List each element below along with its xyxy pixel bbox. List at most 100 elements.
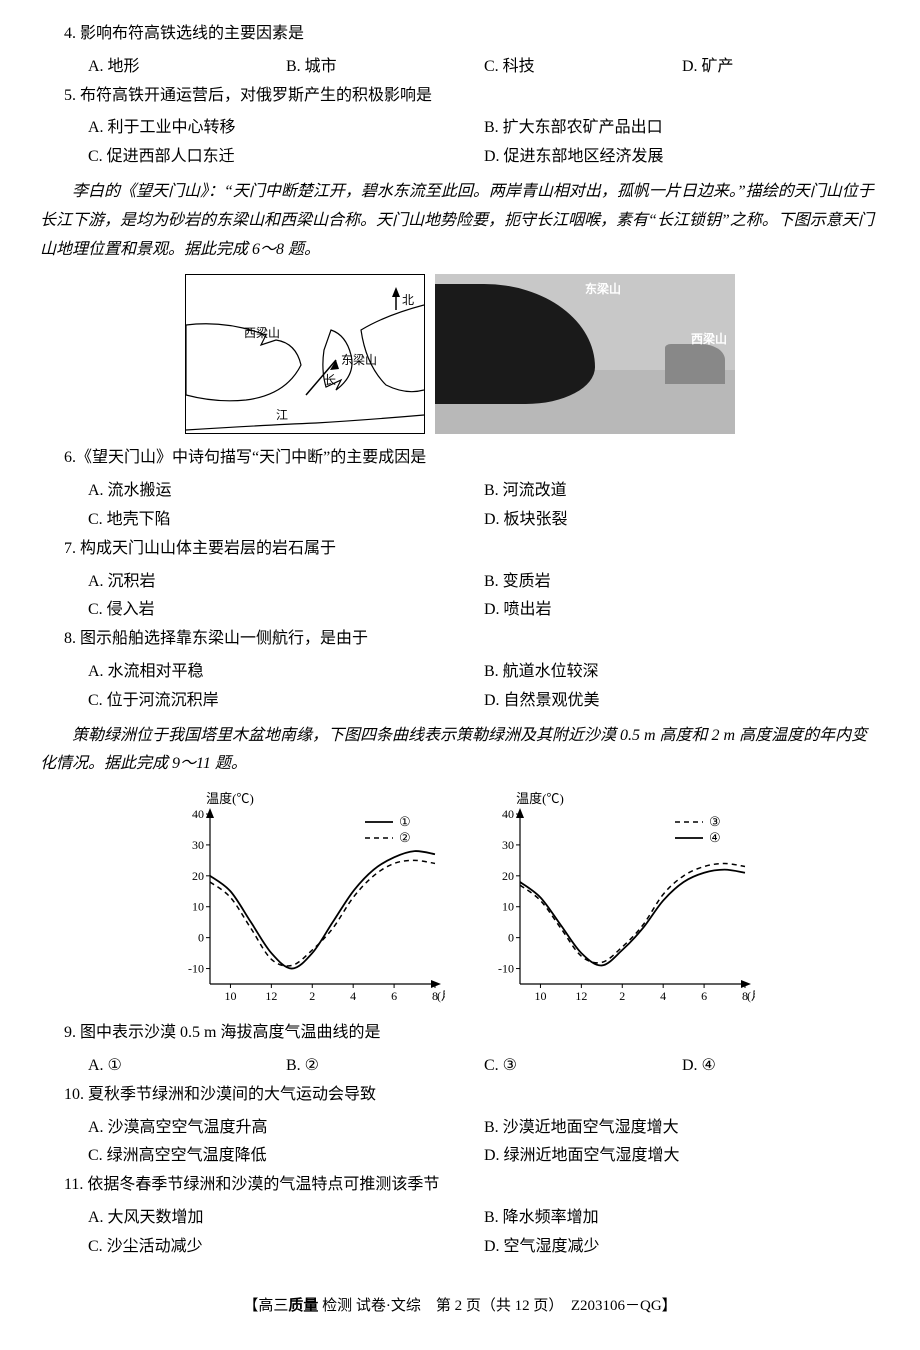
passage-2: 策勒绿洲位于我国塔里木盆地南缘，下图四条曲线表示策勒绿洲及其附近沙漠 0.5 m…: [40, 722, 880, 780]
chart-right: 温度(℃)-1001020304010122468(月)③④: [475, 789, 755, 1009]
footer-prefix: 【高三: [243, 1298, 288, 1314]
svg-text:10: 10: [502, 900, 514, 914]
map-label-chang: 长: [324, 370, 336, 392]
q5-options-ab: A. 利于工业中心转移 B. 扩大东部农矿产品出口: [40, 114, 880, 143]
q7-options-cd: C. 侵入岩 D. 喷出岩: [40, 596, 880, 625]
svg-text:6: 6: [391, 989, 397, 1003]
chart-row: 温度(℃)-1001020304010122468(月)①② 温度(℃)-100…: [40, 789, 880, 1009]
chart-left: 温度(℃)-1001020304010122468(月)①②: [165, 789, 445, 1009]
q4-options: A. 地形 B. 城市 C. 科技 D. 矿产: [40, 53, 880, 82]
q6-opt-a: A. 流水搬运: [88, 477, 484, 506]
question-11: 11. 依据冬春季节绿洲和沙漠的气温特点可推测该季节: [40, 1171, 880, 1200]
svg-text:6: 6: [701, 989, 707, 1003]
svg-text:2: 2: [619, 989, 625, 1003]
q10-options-cd: C. 绿洲高空空气温度降低 D. 绿洲近地面空气湿度增大: [40, 1142, 880, 1171]
q8-opt-d: D. 自然景观优美: [484, 687, 880, 716]
passage-1: 李白的《望天门山》：“天门中断楚江开，碧水东流至此回。两岸青山相对出，孤帆一片日…: [40, 178, 880, 264]
q8-options-ab: A. 水流相对平稳 B. 航道水位较深: [40, 658, 880, 687]
q9-options: A. ① B. ② C. ③ D. ④: [40, 1052, 880, 1081]
q6-opt-c: C. 地壳下陷: [88, 506, 484, 535]
q5-options-cd: C. 促进西部人口东迁 D. 促进东部地区经济发展: [40, 143, 880, 172]
question-9: 9. 图中表示沙漠 0.5 m 海拔高度气温曲线的是: [40, 1019, 880, 1048]
q7-opt-a: A. 沉积岩: [88, 568, 484, 597]
page-footer: 【高三质量 检测 试卷·文综 第 2 页（共 12 页） Z203106－QG】: [40, 1292, 880, 1320]
q6-options-ab: A. 流水搬运 B. 河流改道: [40, 477, 880, 506]
svg-text:温度(℃): 温度(℃): [516, 791, 564, 806]
q7-opt-c: C. 侵入岩: [88, 596, 484, 625]
svg-text:0: 0: [198, 931, 204, 945]
q9-opt-d: D. ④: [682, 1052, 880, 1081]
q4-opt-a: A. 地形: [88, 53, 286, 82]
q9-opt-c: C. ③: [484, 1052, 682, 1081]
question-6: 6.《望天门山》中诗句描写“天门中断”的主要成因是: [40, 444, 880, 473]
q11-opt-a: A. 大风天数增加: [88, 1204, 484, 1233]
svg-text:4: 4: [350, 989, 356, 1003]
svg-text:②: ②: [399, 830, 411, 845]
q6-options-cd: C. 地壳下陷 D. 板块张裂: [40, 506, 880, 535]
svg-text:温度(℃): 温度(℃): [206, 791, 254, 806]
q11-opt-d: D. 空气湿度减少: [484, 1233, 880, 1262]
question-7: 7. 构成天门山山体主要岩层的岩石属于: [40, 535, 880, 564]
footer-mid1: 检测: [318, 1298, 356, 1314]
q11-options-ab: A. 大风天数增加 B. 降水频率增加: [40, 1204, 880, 1233]
svg-text:20: 20: [502, 869, 514, 883]
svg-text:10: 10: [224, 989, 236, 1003]
q8-opt-a: A. 水流相对平稳: [88, 658, 484, 687]
q7-opt-d: D. 喷出岩: [484, 596, 880, 625]
map-label-jiang: 江: [276, 405, 288, 427]
svg-text:0: 0: [508, 931, 514, 945]
footer-mid2: 试卷·文综 第 2 页（共 12 页） Z203106－QG】: [356, 1298, 677, 1314]
svg-text:20: 20: [192, 869, 204, 883]
map-label-north: 北: [402, 290, 414, 312]
svg-text:30: 30: [502, 838, 514, 852]
q9-opt-b: B. ②: [286, 1052, 484, 1081]
q7-opt-b: B. 变质岩: [484, 568, 880, 597]
svg-text:(月): (月): [437, 989, 445, 1003]
q8-opt-c: C. 位于河流沉积岸: [88, 687, 484, 716]
svg-text:2: 2: [309, 989, 315, 1003]
q10-opt-d: D. 绿洲近地面空气湿度增大: [484, 1142, 880, 1171]
map-diagram: 西梁山 东梁山 长 江 北: [185, 274, 425, 434]
svg-text:10: 10: [192, 900, 204, 914]
photo-diagram: 东梁山 西梁山: [435, 274, 735, 434]
q4-opt-c: C. 科技: [484, 53, 682, 82]
figure-row-1: 西梁山 东梁山 长 江 北 东梁山 西梁山: [40, 274, 880, 434]
svg-text:-10: -10: [498, 962, 514, 976]
q6-opt-d: D. 板块张裂: [484, 506, 880, 535]
q11-opt-c: C. 沙尘活动减少: [88, 1233, 484, 1262]
q5-opt-a: A. 利于工业中心转移: [88, 114, 484, 143]
svg-text:③: ③: [709, 814, 721, 829]
svg-text:(月): (月): [747, 989, 755, 1003]
svg-text:40: 40: [192, 807, 204, 821]
q8-options-cd: C. 位于河流沉积岸 D. 自然景观优美: [40, 687, 880, 716]
svg-text:40: 40: [502, 807, 514, 821]
q9-opt-a: A. ①: [88, 1052, 286, 1081]
svg-text:12: 12: [265, 989, 277, 1003]
photo-label-dongliang: 东梁山: [585, 279, 621, 301]
svg-text:10: 10: [534, 989, 546, 1003]
q5-opt-d: D. 促进东部地区经济发展: [484, 143, 880, 172]
map-label-dongliang: 东梁山: [341, 350, 377, 372]
q5-opt-b: B. 扩大东部农矿产品出口: [484, 114, 880, 143]
question-8: 8. 图示船舶选择靠东梁山一侧航行，是由于: [40, 625, 880, 654]
footer-bold1: 质量: [288, 1297, 318, 1314]
question-10: 10. 夏秋季节绿洲和沙漠间的大气运动会导致: [40, 1081, 880, 1110]
q11-opt-b: B. 降水频率增加: [484, 1204, 880, 1233]
q7-options-ab: A. 沉积岩 B. 变质岩: [40, 568, 880, 597]
svg-text:4: 4: [660, 989, 666, 1003]
q10-opt-c: C. 绿洲高空空气温度降低: [88, 1142, 484, 1171]
photo-label-xiliang: 西梁山: [691, 329, 727, 351]
map-label-xiliang: 西梁山: [244, 323, 280, 345]
hill-dark-icon: [435, 284, 595, 404]
q5-opt-c: C. 促进西部人口东迁: [88, 143, 484, 172]
svg-text:-10: -10: [188, 962, 204, 976]
svg-text:①: ①: [399, 814, 411, 829]
q10-opt-a: A. 沙漠高空空气温度升高: [88, 1114, 484, 1143]
q8-opt-b: B. 航道水位较深: [484, 658, 880, 687]
svg-text:12: 12: [575, 989, 587, 1003]
q10-opt-b: B. 沙漠近地面空气湿度增大: [484, 1114, 880, 1143]
q11-options-cd: C. 沙尘活动减少 D. 空气湿度减少: [40, 1233, 880, 1262]
q4-opt-b: B. 城市: [286, 53, 484, 82]
q4-opt-d: D. 矿产: [682, 53, 880, 82]
q10-options-ab: A. 沙漠高空空气温度升高 B. 沙漠近地面空气湿度增大: [40, 1114, 880, 1143]
